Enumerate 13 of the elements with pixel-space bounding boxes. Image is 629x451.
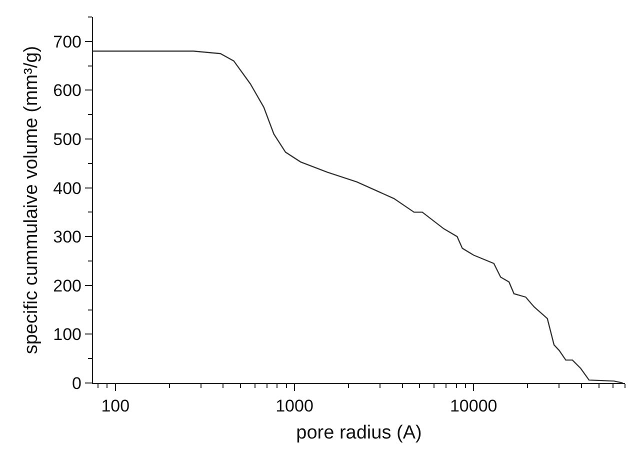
y-tick-label: 600	[53, 81, 82, 100]
y-tick-label: 500	[53, 130, 82, 149]
x-axis-title: pore radius (A)	[296, 422, 422, 444]
y-tick-label: 0	[72, 374, 82, 393]
y-tick-label: 700	[53, 32, 82, 52]
y-tick-label: 300	[53, 228, 82, 247]
x-tick-label: 1000	[276, 396, 314, 416]
y-tick-label: 100	[53, 325, 82, 344]
x-tick-label: 100	[101, 396, 130, 416]
y-tick-label: 200	[53, 276, 82, 296]
x-tick-label: 10000	[450, 396, 498, 416]
y-tick-label: 400	[53, 178, 82, 198]
y-axis-title: specific cummulaive volume (mm³/g)	[20, 46, 42, 354]
